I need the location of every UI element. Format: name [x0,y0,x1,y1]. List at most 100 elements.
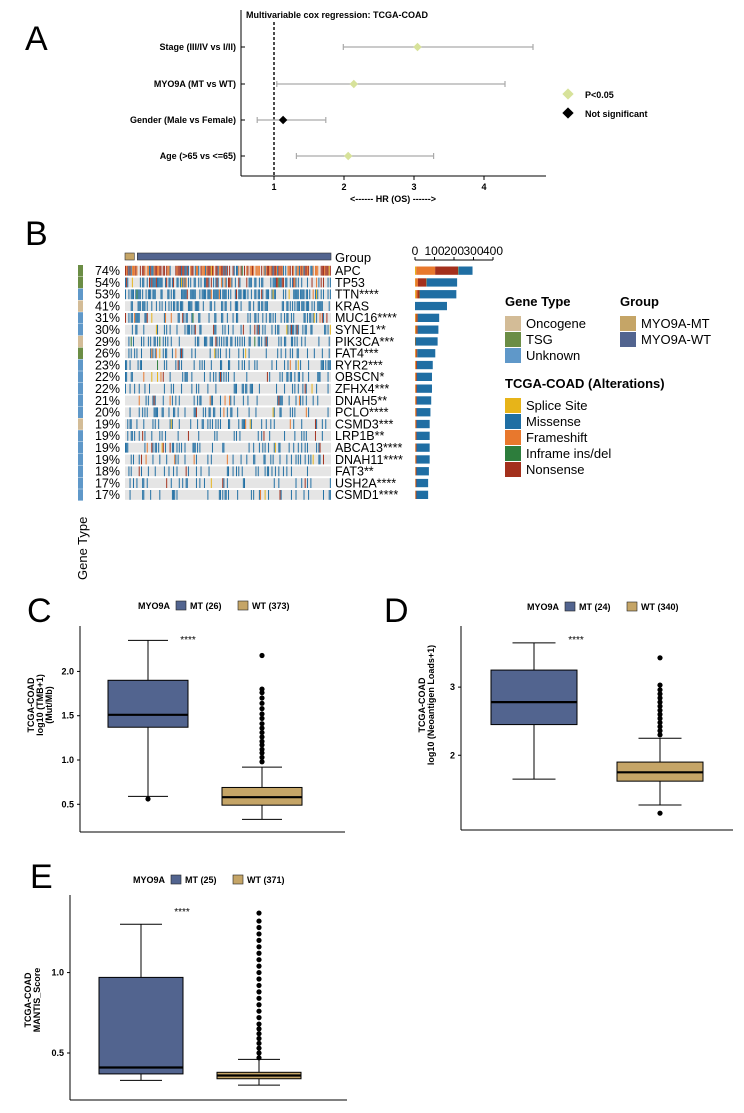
forest-title: Multivariable cox regression: TCGA-COAD [246,10,429,20]
gene-percent-label: 20% [95,406,120,420]
oncoprint-cell [284,431,286,441]
oncoprint-cell [157,407,159,418]
oncoprint-cell [215,372,217,382]
oncoprint-cell [295,360,297,370]
oncoprint-cell [191,265,193,276]
oncoprint-cell [268,289,270,300]
oncoprint-cell [256,265,258,276]
box-outlier-point [256,963,262,969]
mutation-count-bar-segment [415,408,416,417]
oncoprint-cell [226,336,228,347]
oncoprint-cell [215,313,217,323]
oncoprint-cell [286,324,288,335]
box-outlier-point [256,910,262,916]
oncoprint-cell [310,324,312,335]
mutation-count-bar-segment [415,290,416,299]
oncoprint-cell [308,407,310,418]
oncoprint-cell [306,348,308,359]
oncoprint-cell [305,324,307,335]
oncoprint-cell [234,383,236,394]
oncoprint-cell [165,301,167,311]
mutation-count-bar-segment [435,266,459,275]
oncoprint-row-background [125,313,331,323]
oncoprint-cell [203,360,205,370]
bar-axis-tick-label: 100 [424,244,444,258]
oncoprint-cell [271,265,273,276]
oncoprint-cell [292,336,294,347]
oncoprint-cell [302,301,304,311]
oncoprint-cell [302,372,304,382]
oncoprint-cell [306,289,308,300]
oncoprint-cell [308,372,310,382]
oncoprint-cell [168,265,170,276]
oncoprint-cell [143,478,145,488]
oncoprint-cell [248,336,250,347]
oncoprint-cell [205,265,207,276]
oncoprint-cell [278,324,280,335]
oncoprint-cell [151,265,153,276]
box-outlier-point [259,754,265,760]
forest-x-label: <------ HR (OS) ------> [350,194,436,204]
oncoprint-cell [178,336,180,347]
box-outlier-point [256,1021,262,1027]
oncoprint-cell [293,289,295,300]
oncoprint-cell [191,313,193,323]
mutation-count-bar-segment [415,266,417,275]
oncoprint-cell [173,442,175,453]
oncoprint-cell [298,265,300,276]
oncoprint-cell [273,277,275,288]
oncoprint-cell [173,301,175,311]
oncoprint-cell [304,336,306,347]
oncoprint-cell [223,442,225,453]
gene-percent-label: 54% [95,276,120,290]
box-outlier-point [256,989,262,995]
oncoprint-cell [249,301,251,311]
mutation-count-bar-segment [415,313,417,322]
box-y-tick-label: 2.0 [61,666,74,676]
oncoprint-cell [269,313,271,323]
oncoprint-cell [273,478,275,488]
oncoprint-cell [306,313,308,323]
mutation-count-bar-segment [416,266,436,275]
oncoprint-cell [200,265,202,276]
oncoprint-cell [305,289,307,300]
oncoprint-row-background [125,383,331,394]
box-outlier-point [256,1050,262,1056]
oncoprint-cell [174,407,176,418]
gene-type-cell [78,442,83,454]
oncoprint-cell [127,442,129,453]
oncoprint-cell [128,336,130,347]
oncoprint-cell [210,478,212,488]
gene-type-cell [78,418,83,430]
oncoprint-cell [154,277,156,288]
box-legend-label: MT (26) [190,601,222,611]
oncoprint-cell [228,289,229,300]
oncoprint-cell [184,324,186,335]
mutation-count-bar-segment [416,360,433,370]
oncoprint-cell [168,289,170,300]
oncoprint-cell [137,313,139,323]
box-outlier-point [259,759,265,765]
oncoprint-cell [218,265,220,276]
gene-name-label: USH2A**** [335,476,396,490]
oncoprint-cell [139,277,141,288]
oncoprint-cell [301,277,303,288]
box-y-axis-label: MANTIS_Score [32,968,42,1033]
oncoprint-cell [258,383,260,394]
oncoprint-cell [155,301,157,311]
oncoprint-cell [313,301,315,311]
oncoprint-cell [301,301,303,311]
oncoprint-cell [186,313,188,323]
oncoprint-cell [134,348,136,359]
oncoprint-cell [166,348,168,359]
oncoprint-cell [209,372,211,382]
oncoprint-cell [316,383,318,394]
gene-percent-label: 74% [95,264,120,278]
oncoprint-cell [257,289,259,300]
bar-axis-tick-label: 400 [483,244,503,258]
oncoprint-cell [201,289,203,300]
oncoprint-cell [198,277,200,288]
oncoprint-cell [141,454,142,465]
oncoprint-cell [228,372,229,382]
